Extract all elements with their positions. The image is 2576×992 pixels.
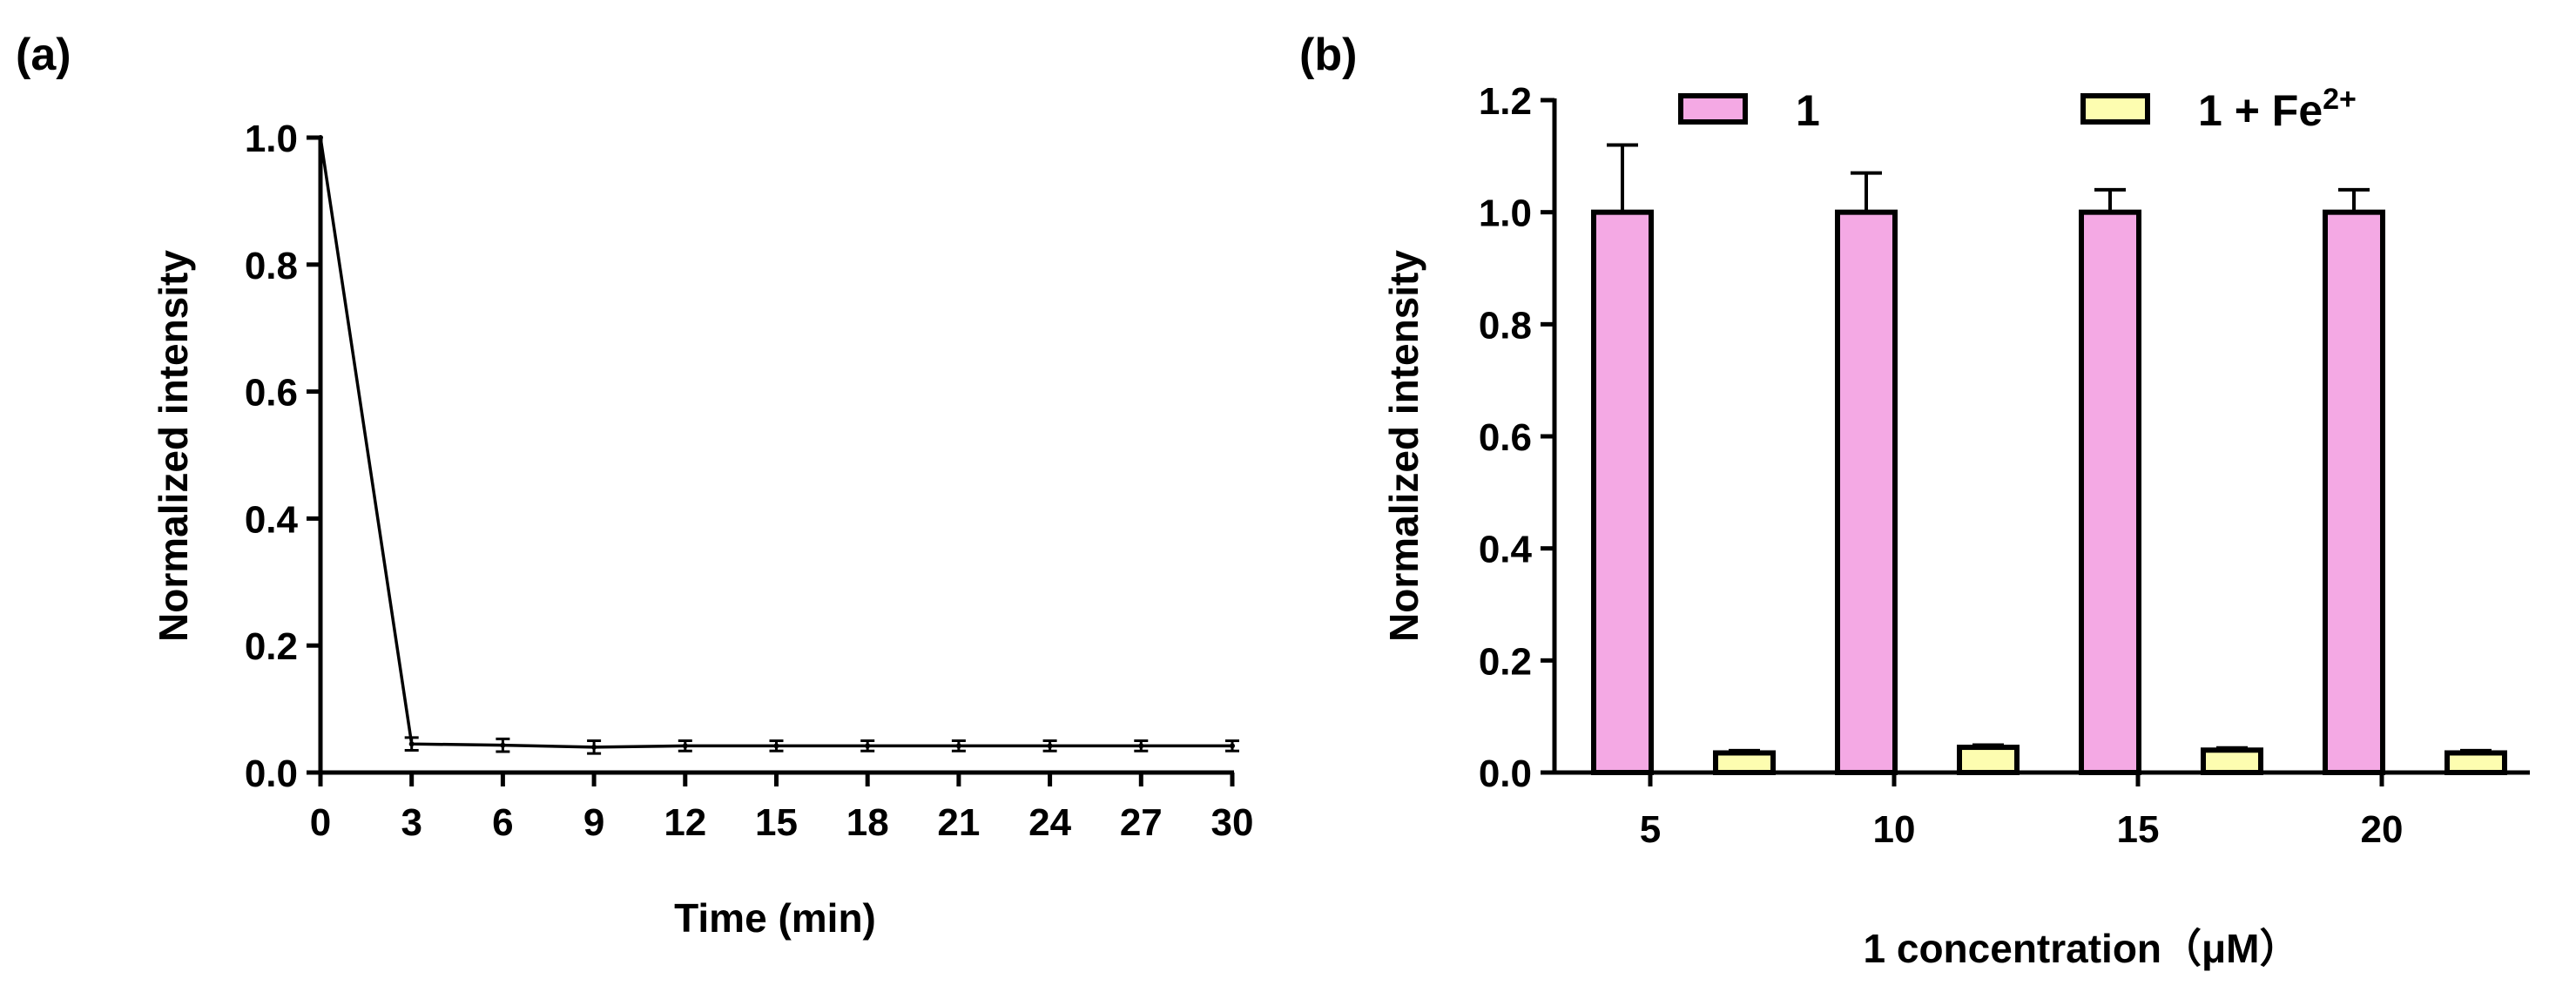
panel-a-data-point (1047, 743, 1053, 749)
panel-a-x-tick-label: 0 (310, 801, 331, 844)
panel-b-legend-swatch (2080, 93, 2150, 125)
panel-b-y-tick-label: 0.8 (1479, 304, 1532, 347)
panel-a-x-tick-label: 18 (846, 801, 889, 844)
panel-a-data-point (773, 743, 779, 749)
panel-b-legend-label: 1 + Fe2+ (2198, 83, 2357, 135)
panel-b-bar-chart: (b) Normalized intensity 1 concentration… (1299, 30, 2530, 971)
panel-b-x-tick-label: 5 (1640, 808, 1661, 851)
panel-a-plot-area (318, 135, 1239, 755)
panel-b-bars (1591, 143, 2507, 776)
panel-a-x-tick-label: 27 (1120, 801, 1163, 844)
panel-a-data-point (408, 741, 415, 747)
panel-b-x-tick-label: 15 (2117, 808, 2160, 851)
panel-b-bar (2323, 209, 2385, 775)
panel-a-x-tick-label: 24 (1028, 801, 1071, 844)
panel-a-line-chart: (a) Normalized intensity Time (min) 0 3 6 9… (16, 30, 1253, 941)
panel-b-x-tick-label: 10 (1873, 808, 1916, 851)
panel-b-y-axis-title: Normalized intensity (1381, 250, 1426, 642)
panel-a-x-tick-label: 12 (664, 801, 706, 844)
panel-b-y-tick-label: 0.0 (1479, 752, 1532, 795)
panel-a-data-point (591, 744, 597, 750)
panel-a-data-point (500, 742, 506, 748)
panel-b-y-tick-label: 1.0 (1479, 192, 1532, 235)
panel-b-y-tick-label: 1.2 (1479, 80, 1532, 123)
panel-a-axes (318, 136, 1234, 775)
panel-a-x-tick-label: 15 (755, 801, 798, 844)
panel-a-y-tick-label: 1.0 (245, 118, 298, 160)
panel-b-bar (2445, 750, 2507, 776)
panel-b-legend-label: 1 (1796, 86, 1820, 135)
panel-a-x-tick-label: 9 (583, 801, 604, 844)
panel-a-x-ticks: 0 3 6 9 12 15 18 21 24 27 30 (310, 773, 1254, 844)
panel-a-x-tick-label: 3 (401, 801, 421, 844)
panel-a-y-tick-label: 0.8 (245, 245, 298, 287)
panel-a-label: (a) (16, 30, 71, 80)
panel-a-x-tick-label: 6 (492, 801, 513, 844)
panel-a-y-axis-title: Normalized intensity (151, 250, 196, 642)
panel-a-data-point (318, 135, 323, 140)
panel-b-y-tick-label: 0.4 (1479, 529, 1533, 571)
panel-b-legend: 1 1 + Fe2+ (1678, 83, 2357, 135)
panel-a-y-tick-label: 0.0 (245, 752, 298, 795)
panel-a-x-axis-title: Time (min) (674, 895, 876, 941)
panel-b-x-tick-label: 20 (2361, 808, 2404, 851)
panel-b-bar (2079, 209, 2141, 775)
panel-a-y-tick-label: 0.6 (245, 372, 298, 415)
panel-a-data-point (1230, 743, 1235, 749)
panel-b-legend-superscript: 2+ (2323, 83, 2357, 116)
panel-a-data-point (682, 743, 688, 749)
panel-a-x-tick-label: 30 (1211, 801, 1254, 844)
panel-a-data-point (865, 743, 871, 749)
panel-a-series-line (319, 137, 1232, 749)
panel-b-x-ticks: 5 10 15 20 (1640, 773, 2404, 851)
panel-b-y-tick-label: 0.2 (1479, 640, 1532, 683)
panel-b-x-axis-title: 1 concentration（μM） (1864, 926, 2300, 971)
panel-a-data-point (955, 743, 961, 749)
panel-a-y-ticks: 0.0 0.2 0.4 0.6 0.8 1.0 (245, 118, 320, 795)
panel-b-label: (b) (1299, 30, 1357, 80)
panel-b-y-ticks: 0.0 0.2 0.4 0.6 0.8 1.0 1.2 (1479, 80, 1554, 795)
panel-b-bar (1835, 209, 1898, 775)
panel-b-legend-swatch (1678, 93, 1748, 125)
panel-b-bar (2201, 747, 2263, 775)
panel-a-x-tick-label: 21 (937, 801, 980, 844)
panel-b-y-tick-label: 0.6 (1479, 416, 1532, 459)
panel-b-bar (1957, 745, 2020, 775)
panel-a-y-tick-label: 0.4 (245, 498, 299, 541)
panel-a-data-point (1138, 743, 1144, 749)
panel-b-bar (1713, 750, 1776, 776)
panel-a-y-tick-label: 0.2 (245, 625, 298, 668)
panel-b-bar (1591, 209, 1654, 775)
